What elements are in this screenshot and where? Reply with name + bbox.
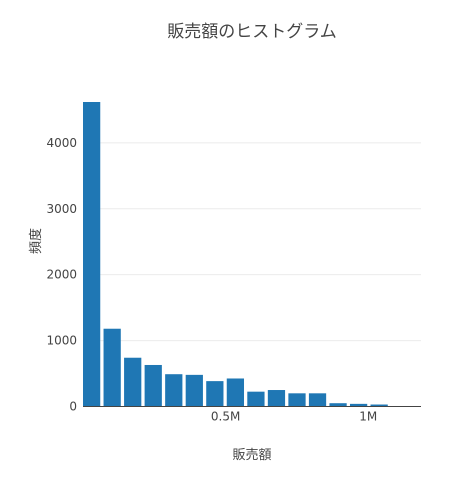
y-tick-label: 3000 [46, 202, 77, 216]
x-axis-ticks: 0.5M 1M [211, 410, 377, 424]
y-tick-label: 0 [69, 400, 77, 414]
x-axis-title: 販売額 [232, 447, 271, 463]
histogram-bar [288, 393, 306, 407]
histogram-bar [226, 378, 245, 407]
grid-lines [83, 142, 421, 342]
chart-title: 販売額のヒストグラム [167, 22, 337, 42]
histogram-bar [103, 328, 121, 407]
histogram-bar [308, 393, 327, 407]
y-axis-title: 頻度 [28, 228, 44, 254]
histogram-bar [165, 374, 183, 407]
y-tick-label: 1000 [46, 334, 77, 348]
histogram-bar [185, 374, 203, 407]
x-tick-label: 1M [359, 410, 377, 424]
histogram-bars [83, 102, 388, 407]
histogram-bar [124, 357, 142, 407]
x-tick-label: 0.5M [211, 410, 240, 424]
histogram-bar [144, 364, 162, 407]
y-tick-label: 4000 [46, 136, 77, 150]
histogram-bar [206, 381, 224, 407]
histogram-bar [267, 390, 286, 407]
histogram-bar [370, 404, 388, 407]
histogram-bar [349, 403, 368, 407]
y-tick-label: 2000 [46, 268, 77, 282]
histogram-bar [329, 403, 347, 407]
histogram-bar [83, 102, 101, 407]
y-axis-ticks: 0 1000 2000 3000 4000 [46, 136, 77, 414]
histogram-bar [247, 391, 265, 407]
